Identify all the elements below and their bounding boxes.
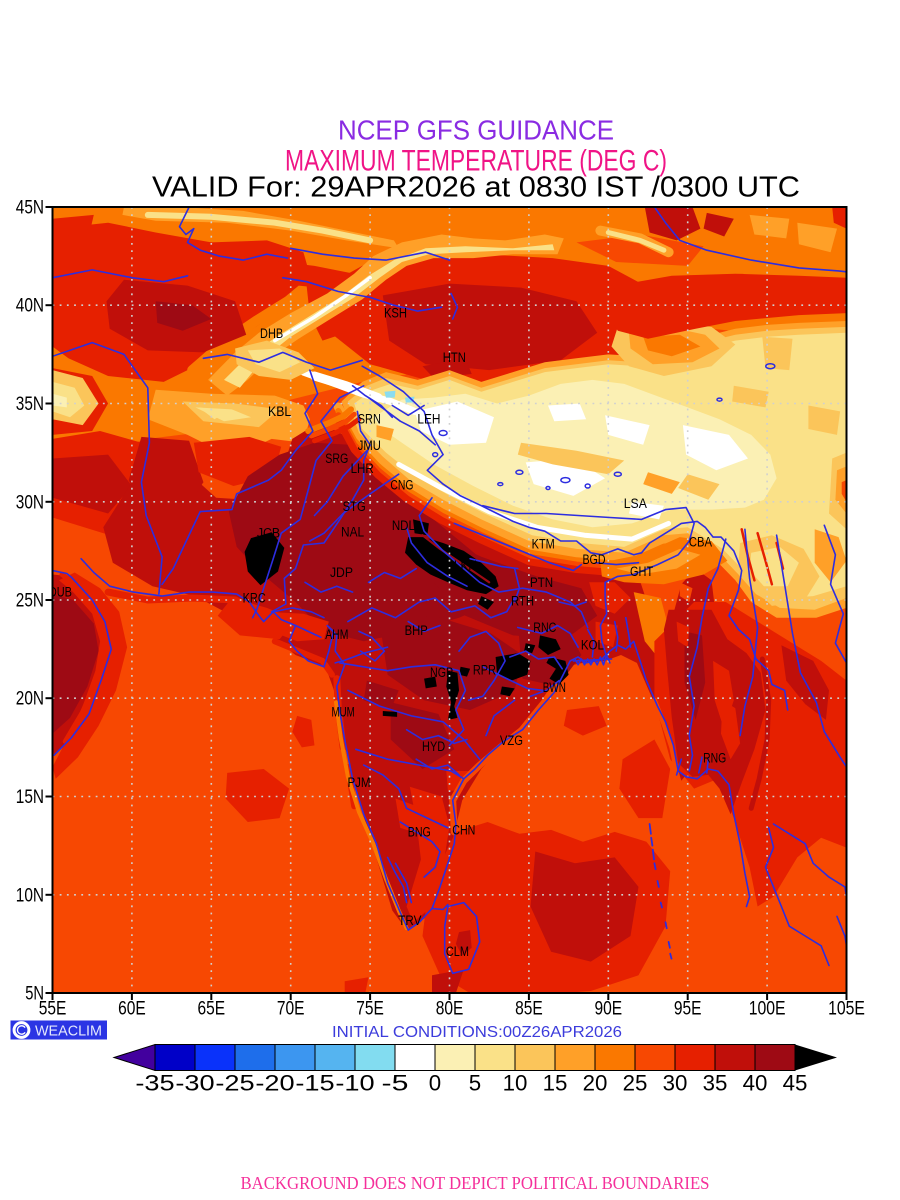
svg-text:55E: 55E <box>39 999 67 1020</box>
svg-text:RNG: RNG <box>703 751 726 766</box>
svg-text:VALID For: 29APR2026 at 0830 I: VALID For: 29APR2026 at 0830 IST /0300 U… <box>152 172 800 204</box>
svg-text:20N: 20N <box>16 689 44 710</box>
svg-text:CBA: CBA <box>689 535 712 550</box>
svg-text:BNG: BNG <box>408 824 431 839</box>
svg-text:SRN: SRN <box>358 412 381 427</box>
svg-text:KTM: KTM <box>532 537 555 552</box>
svg-text:JMU: JMU <box>358 438 381 453</box>
svg-text:TRV: TRV <box>398 913 421 928</box>
svg-text:INITIAL CONDITIONS:00Z26APR202: INITIAL CONDITIONS:00Z26APR2026 <box>332 1024 622 1041</box>
svg-text:30N: 30N <box>16 492 44 513</box>
svg-text:JCB: JCB <box>257 526 280 541</box>
svg-text:15N: 15N <box>16 787 44 808</box>
svg-text:PJM: PJM <box>347 775 370 790</box>
svg-text:25N: 25N <box>16 591 44 612</box>
svg-text:CLM: CLM <box>446 944 469 959</box>
svg-text:GHT: GHT <box>630 564 653 579</box>
svg-text:KRC: KRC <box>243 591 266 606</box>
svg-text:90E: 90E <box>595 999 623 1020</box>
svg-text:95E: 95E <box>674 999 702 1020</box>
svg-text:35N: 35N <box>16 394 44 415</box>
svg-text:100E: 100E <box>749 999 786 1020</box>
svg-text:-5: -5 <box>382 1071 409 1096</box>
svg-text:MUM: MUM <box>332 705 355 720</box>
svg-text:-25: -25 <box>215 1071 254 1096</box>
svg-text:-10: -10 <box>335 1071 374 1096</box>
svg-text:45N: 45N <box>16 198 44 219</box>
svg-text:LKN: LKN <box>454 558 477 573</box>
svg-text:40: 40 <box>743 1071 768 1096</box>
svg-text:-30: -30 <box>175 1071 214 1096</box>
svg-text:60E: 60E <box>118 999 146 1020</box>
svg-text:40N: 40N <box>16 296 44 317</box>
svg-text:RNC: RNC <box>533 620 556 635</box>
svg-text:KOL: KOL <box>581 638 605 653</box>
svg-text:LEH: LEH <box>417 412 440 427</box>
svg-text:HTN: HTN <box>443 350 466 365</box>
svg-text:0: 0 <box>429 1071 441 1096</box>
svg-text:5N: 5N <box>25 984 44 1005</box>
svg-text:RPR: RPR <box>473 662 496 677</box>
svg-text:NDL: NDL <box>392 518 416 533</box>
svg-text:BACKGROUND DOES NOT DEPICT POL: BACKGROUND DOES NOT DEPICT POLITICAL BOU… <box>241 1173 710 1193</box>
svg-text:PTN: PTN <box>530 575 553 590</box>
svg-text:KBL: KBL <box>268 404 292 419</box>
svg-text:5: 5 <box>469 1071 481 1096</box>
svg-text:10N: 10N <box>16 885 44 906</box>
svg-text:CHN: CHN <box>452 822 475 837</box>
svg-text:NGP: NGP <box>430 665 453 680</box>
svg-text:CNG: CNG <box>390 478 413 493</box>
svg-text:15: 15 <box>543 1071 568 1096</box>
svg-text:80E: 80E <box>436 999 464 1020</box>
svg-text:10: 10 <box>503 1071 528 1096</box>
svg-text:25: 25 <box>623 1071 648 1096</box>
svg-text:AHM: AHM <box>325 627 348 642</box>
svg-text:70E: 70E <box>277 999 305 1020</box>
svg-text:STG: STG <box>343 499 366 514</box>
svg-text:-15: -15 <box>295 1071 334 1096</box>
svg-text:BGD: BGD <box>582 552 605 567</box>
svg-text:BHP: BHP <box>405 623 428 638</box>
svg-text:20: 20 <box>583 1071 608 1096</box>
svg-text:DHB: DHB <box>260 326 283 341</box>
svg-text:65E: 65E <box>198 999 226 1020</box>
svg-text:VZG: VZG <box>500 733 523 748</box>
svg-text:MAXIMUM TEMPERATURE (DEG C): MAXIMUM TEMPERATURE (DEG C) <box>285 145 667 178</box>
svg-text:35: 35 <box>703 1071 728 1096</box>
svg-text:LSA: LSA <box>624 496 647 511</box>
svg-text:-35: -35 <box>135 1071 174 1096</box>
svg-text:KSH: KSH <box>384 306 407 321</box>
svg-text:75E: 75E <box>356 999 384 1020</box>
svg-text:RTH: RTH <box>511 594 534 609</box>
svg-text:WEACLIM: WEACLIM <box>35 1024 102 1040</box>
svg-text:JDP: JDP <box>330 565 353 580</box>
svg-text:30: 30 <box>663 1071 688 1096</box>
svg-text:SRG: SRG <box>325 451 348 466</box>
svg-text:NAL: NAL <box>341 525 365 540</box>
svg-text:45: 45 <box>783 1071 808 1096</box>
svg-text:85E: 85E <box>515 999 543 1020</box>
svg-text:DUB: DUB <box>49 585 72 600</box>
svg-text:LHR: LHR <box>351 461 374 476</box>
svg-text:HYD: HYD <box>422 739 445 754</box>
svg-text:105E: 105E <box>828 999 865 1020</box>
svg-text:BWN: BWN <box>543 680 566 695</box>
svg-text:-20: -20 <box>255 1071 294 1096</box>
svg-text:NCEP GFS GUIDANCE: NCEP GFS GUIDANCE <box>338 115 614 146</box>
